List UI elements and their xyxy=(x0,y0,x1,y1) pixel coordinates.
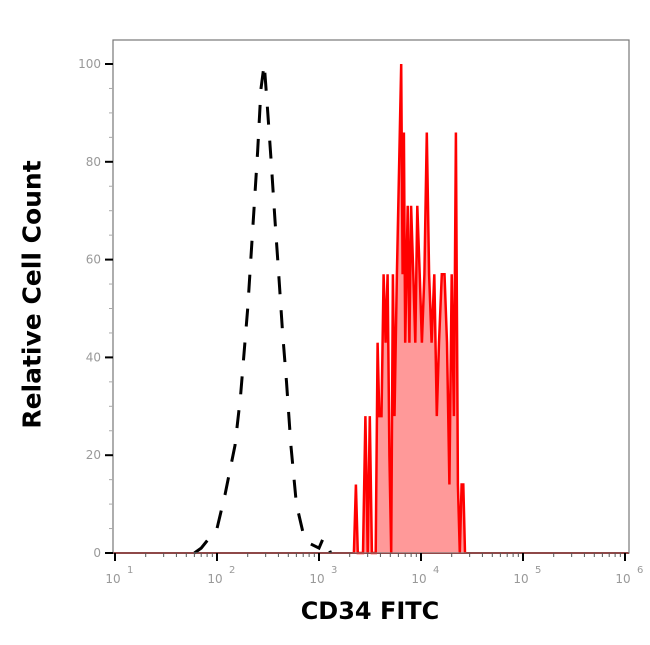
plot-frame xyxy=(112,39,630,554)
x-tick-exponent: 6 xyxy=(637,565,643,576)
cd34-fill-area xyxy=(353,64,465,553)
y-tick-label: 100 xyxy=(78,57,101,71)
x-tick-label: 10 xyxy=(411,572,426,586)
y-tick-label: 80 xyxy=(86,155,101,169)
y-tick-label: 0 xyxy=(93,546,101,560)
x-tick-exponent: 1 xyxy=(127,565,133,576)
y-tick-label: 60 xyxy=(86,253,101,267)
x-tick-label: 10 xyxy=(105,572,120,586)
isotype-control-dashed-line xyxy=(193,63,333,555)
y-axis-label: Relative Cell Count xyxy=(17,160,47,429)
y-axis: 0 20 40 60 80 100 xyxy=(78,57,113,560)
x-tick-exponent: 2 xyxy=(229,565,235,576)
x-tick-label: 10 xyxy=(513,572,528,586)
x-tick-exponent: 3 xyxy=(331,565,337,576)
x-tick-exponent: 5 xyxy=(535,565,541,576)
x-tick-exponent: 4 xyxy=(433,565,439,576)
x-tick-label: 10 xyxy=(615,572,630,586)
cd34-histogram-line xyxy=(352,63,467,555)
y-tick-label: 40 xyxy=(86,350,101,364)
y-tick-label: 20 xyxy=(86,448,101,462)
x-axis: 10 1 10 2 10 3 10 4 10 5 10 6 xyxy=(105,553,643,586)
x-tick-label: 10 xyxy=(207,572,222,586)
plot-series xyxy=(113,63,629,555)
x-axis-label: CD34 FITC xyxy=(300,597,440,625)
x-tick-label: 10 xyxy=(309,572,324,586)
